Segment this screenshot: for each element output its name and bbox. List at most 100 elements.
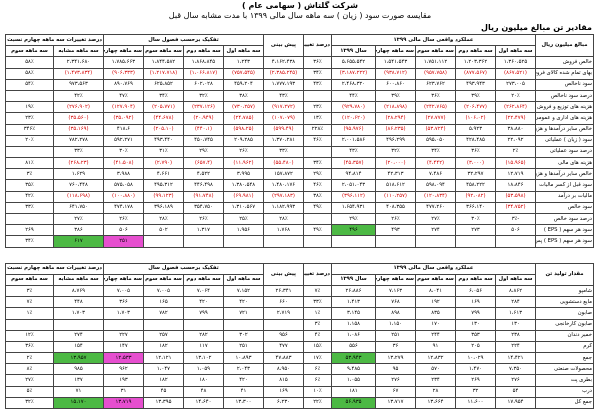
table-cell: (۷۳۰،۲۵۷) bbox=[222, 101, 264, 114]
table-cell: (۱۱۸،۶۹۸) bbox=[52, 190, 104, 203]
table-cell: ۸۳۵ bbox=[415, 307, 456, 320]
table-cell: ۳۲،۲۹۷ bbox=[455, 168, 496, 181]
table-cell bbox=[52, 318, 104, 331]
table-cell: (۸۶،۲۳۵) bbox=[375, 123, 416, 136]
table-cell: ۶۰۲،۰۲۸ bbox=[182, 78, 224, 91]
table-cell: ۱۷٪ bbox=[302, 352, 332, 365]
income-top-header: عملکرد واقعی سال مالی ۱۳۹۹ bbox=[330, 33, 537, 47]
table-cell: ۱٪ bbox=[4, 307, 54, 320]
row-label: محصولات صنعتی bbox=[535, 363, 594, 376]
table-cell: ۲۲۴ bbox=[495, 340, 536, 354]
table-cell: ۱،۶۱۳ bbox=[495, 307, 536, 320]
table-cell: ۱۶۹ bbox=[455, 296, 496, 309]
table-cell: ۱،۲۴۳ bbox=[222, 56, 264, 69]
table-cell: (۲۰۵،۷۷۱) bbox=[142, 101, 184, 114]
table-cell: ۸،۸۶۲ bbox=[495, 284, 536, 298]
table-cell: ۲۰۵ bbox=[455, 340, 496, 354]
table-cell: (۱۰۷،۰۷۹) bbox=[262, 112, 304, 125]
table-cell: (۲۰۵،۱۰) bbox=[142, 123, 184, 136]
income-statement-table: مبالغ میلیون ریال عملکرد واقعی سال مالی ۱… bbox=[4, 33, 594, 248]
table-cell: ۷۶۰،۴۴۸ bbox=[52, 179, 104, 192]
table-cell: ۲۷٪ bbox=[4, 374, 54, 387]
table-cell: ۳۰٪ bbox=[455, 212, 496, 226]
table-cell: ۵۶،۹۳۵ bbox=[330, 396, 377, 410]
table-cell: ۲۲،۰۹۲ bbox=[495, 134, 536, 147]
table-cell: ۹۵ bbox=[375, 363, 416, 376]
table-cell: (۳،۱۸۷،۲۲۲) bbox=[330, 67, 377, 80]
table-cell: ۹۷۳،۵۶۳ bbox=[52, 78, 104, 91]
table-cell: ۲۴۴ bbox=[415, 329, 456, 342]
table-cell: (۲،۳۸۵،۲۴۵) bbox=[262, 67, 304, 80]
table-cell: ۳٪ bbox=[4, 168, 54, 181]
table-cell: ۳۱٪ bbox=[142, 145, 184, 159]
table-cell: ۵۹۸،۰۹۴ bbox=[415, 179, 456, 192]
production-sub-header: سه ماهه دوم bbox=[182, 273, 224, 286]
table-cell: ۳۴٪ bbox=[415, 145, 456, 159]
table-cell: (۹۱،۷۴۸) bbox=[182, 190, 224, 203]
row-label: صابون bbox=[535, 307, 594, 320]
table-cell: ۳۸٪ bbox=[222, 89, 264, 103]
table-cell bbox=[182, 318, 224, 331]
income-sub-header: سه ماهه سوم bbox=[4, 45, 54, 58]
table-cell: (۱،۰۶۶،۸۱۷) bbox=[182, 67, 224, 80]
table-cell: ۲۸۲ bbox=[182, 329, 224, 342]
table-cell: (۱۰۶،۰۲) bbox=[455, 112, 496, 125]
table-cell: ۲۸۴ bbox=[495, 296, 536, 309]
income-sub-header: سه ماهه دوم bbox=[182, 45, 224, 58]
table-row: سود هر سهم ( EPS ) ۵۰۶ ۲۷۳ ۲۷۴ ۴۹۳ ۴۹۶ ۴۹٪ ۱،۷۶… bbox=[4, 224, 594, 237]
row-label: سود قبل از کسر مالیات bbox=[535, 179, 594, 192]
income-sub-header: سه ماهه اول bbox=[495, 45, 536, 58]
row-label: سود هر سهم ( EPS ) پس از افزایش سرمایه bbox=[535, 235, 594, 248]
table-cell: ۸۹۸ bbox=[375, 307, 416, 320]
table-cell: ۳،۹۸۸ bbox=[102, 168, 144, 181]
table-cell: ۱۴۷ bbox=[102, 340, 144, 354]
table-cell: ۲۷٪ bbox=[52, 212, 104, 226]
table-cell: ۴۳٪ bbox=[330, 145, 377, 159]
production-sub-header: سه ماهه مشابه bbox=[52, 273, 104, 286]
row-label: درصد سود ناخالص bbox=[535, 89, 594, 103]
row-label: مایع دستشویی bbox=[535, 296, 594, 309]
table-cell: ۴۷،۸۸۳ bbox=[262, 352, 304, 365]
table-cell bbox=[262, 318, 304, 331]
table-cell: ۳۴٪ bbox=[302, 157, 332, 170]
table-cell: ۱،۷۵۱،۱۱۲ bbox=[415, 56, 456, 69]
production-top-header: تفکیک برحسب فصول سال bbox=[102, 262, 264, 275]
table-cell: ۲۰۹،۲۸۵ bbox=[222, 134, 264, 147]
table-cell: (۹۲،۰۸۲) bbox=[455, 190, 496, 203]
table-cell: ۴۷۴،۱۷۸ bbox=[102, 201, 144, 215]
table-cell: ۴۹۶،۲۹۹ bbox=[375, 134, 416, 147]
production-sub-header: سه ماهه سوم bbox=[415, 273, 456, 286]
table-cell: ۲۲۸٪ bbox=[302, 123, 332, 136]
table-cell: ۱۵۷،۸۷۲ bbox=[262, 168, 304, 181]
table-cell: ۵۹۲،۲۷۱ bbox=[102, 134, 144, 147]
table-cell: ۲۶،۳۴۱ bbox=[262, 284, 304, 298]
table-cell: (۶۹،۹۸۱) bbox=[222, 190, 264, 203]
table-cell: ۲۳۴ bbox=[415, 374, 456, 387]
company-title: شرکت گلتاش ( سهامی عام ) bbox=[242, 1, 358, 10]
table-row: سود ( زیان ) عملیاتی ۲۲،۰۹۲ ۴۲۸،۴۸۵ ۵۹۵،۰۵۰… bbox=[4, 134, 594, 147]
table-cell: ۶٪ bbox=[302, 374, 332, 387]
table-cell: ۵،۶۵۵،۵۴۲ bbox=[330, 56, 377, 69]
table-cell: ۲۶٪ bbox=[182, 212, 224, 226]
table-cell: ۱،۳۸۰،۵۴۸ bbox=[222, 179, 264, 192]
row-label: جمع کل bbox=[535, 396, 594, 410]
table-cell: ۲۵۷ bbox=[142, 329, 184, 342]
table-cell: ۳۶ bbox=[375, 340, 416, 354]
income-sub-header: سه ماهه چهارم bbox=[102, 45, 144, 58]
table-cell: ۳۹٪ bbox=[375, 89, 416, 103]
table-cell: ۲۶٪ bbox=[102, 212, 144, 226]
table-cell: ۱۱،۶۰۰ bbox=[455, 396, 496, 410]
production-table: مقدار تولید تن عملکرد واقعی سال مالی ۱۳۹۹… bbox=[4, 262, 594, 410]
table-cell: ۱،۲۰۳،۳۶۲ bbox=[455, 56, 496, 69]
table-cell: ۲۶،۸۸۶ bbox=[330, 284, 377, 298]
table-cell: (۹۱۷،۲۷۲) bbox=[262, 101, 304, 114]
table-cell: (۲۷،۷۷۷) bbox=[415, 112, 456, 125]
table-cell: ۳۶٪ bbox=[415, 89, 456, 103]
table-cell: ۲۷۴ bbox=[52, 329, 104, 342]
table-cell: ۴۹٪ bbox=[302, 201, 332, 215]
table-cell: ۴۷۷،۲۶۰ bbox=[415, 201, 456, 215]
table-cell: (۲۰،۹۴۹) bbox=[182, 112, 224, 125]
table-cell: ۹۴،۸۱۴ bbox=[330, 168, 377, 181]
table-cell: (۲۴،۷۸۵) bbox=[222, 112, 264, 125]
row-label: بطری پت bbox=[535, 374, 594, 387]
